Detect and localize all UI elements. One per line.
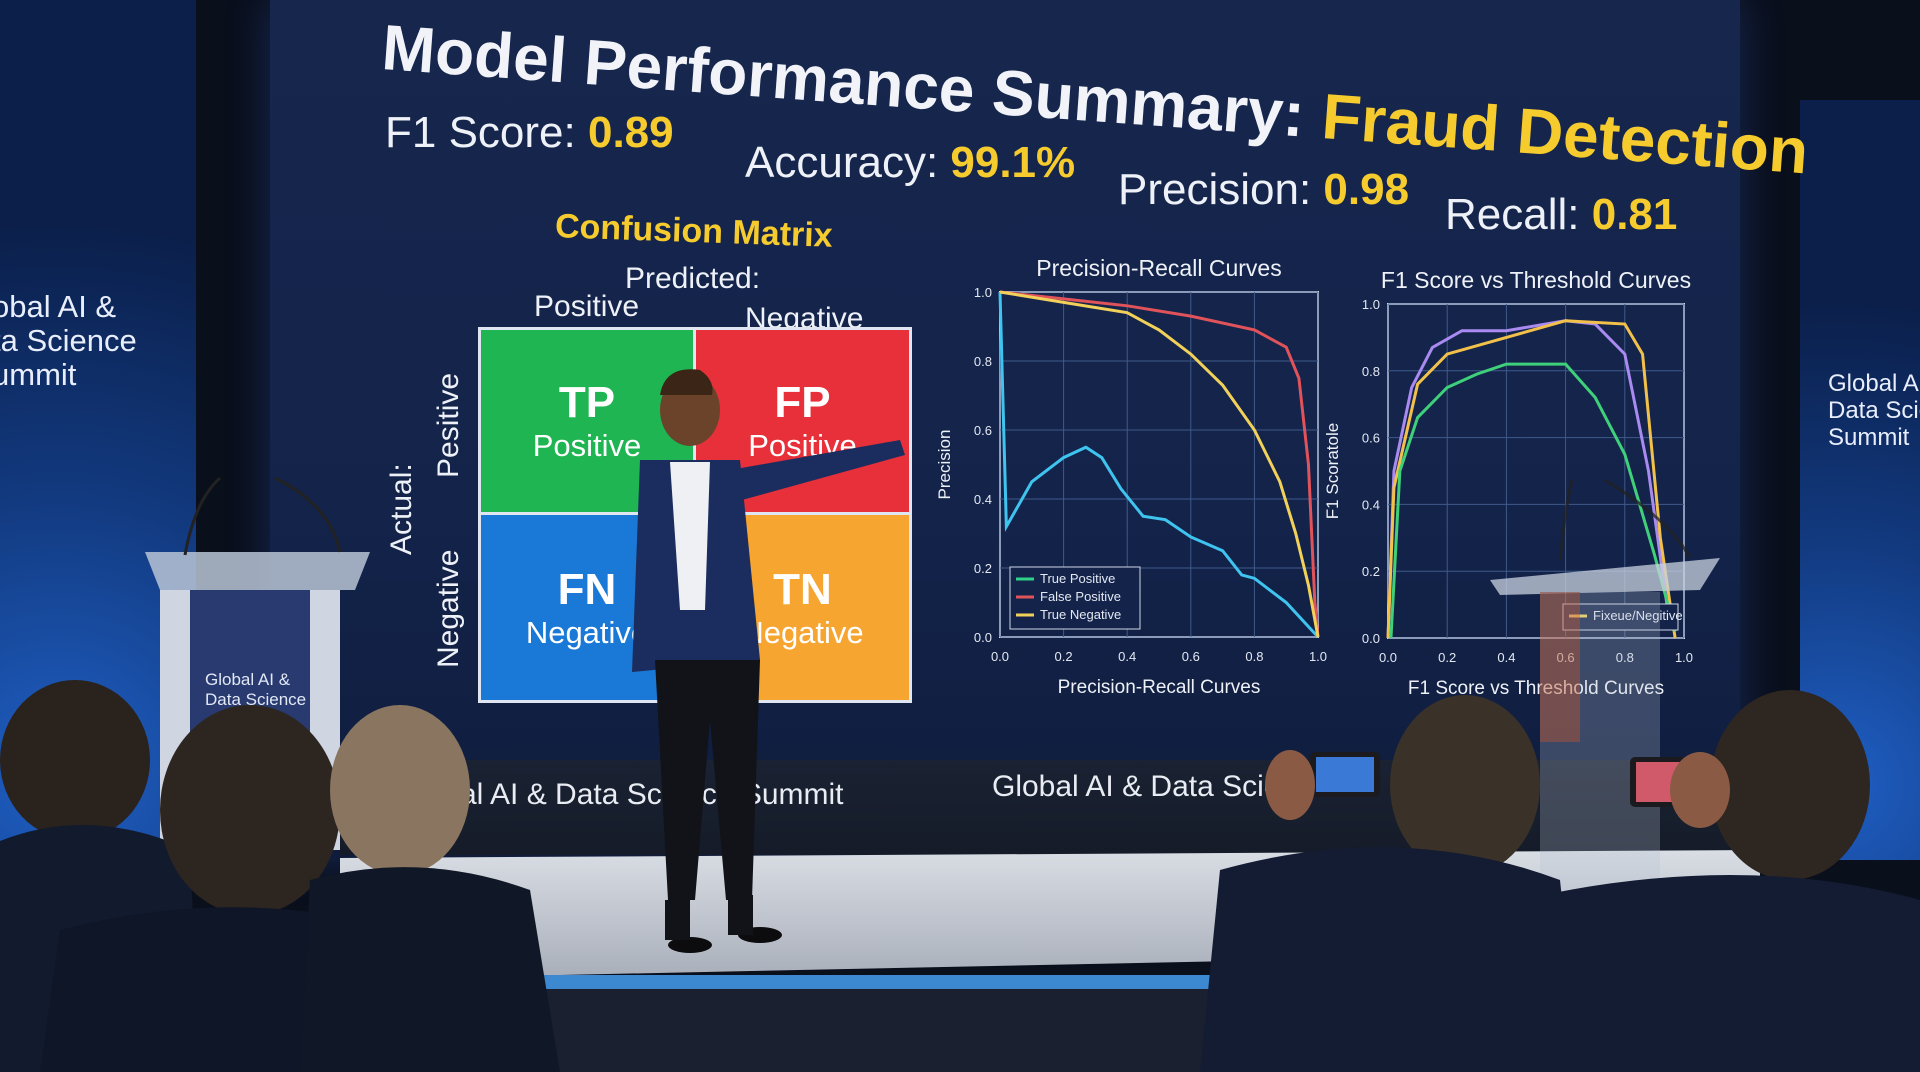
metric-precision: Precision: 0.98 (1118, 165, 1409, 215)
y-tick-label: 0.4 (1362, 497, 1380, 512)
series-line (1386, 319, 1671, 639)
metric-label: Recall: (1445, 190, 1592, 239)
cell-abbr: FP (774, 378, 831, 427)
podium-text: Global AI & (205, 670, 291, 689)
x-axis-label: F1 Score vs Threshold Curves (1408, 678, 1664, 699)
x-tick-label: 1.0 (1675, 650, 1693, 665)
cell-abbr: TN (773, 564, 832, 614)
x-tick-label: 0.0 (991, 649, 1009, 664)
series-line (999, 290, 1320, 638)
x-axis-label: Precision-Recall Curves (1058, 677, 1261, 698)
y-axis-label: Precision (935, 430, 954, 500)
chart-title: Precision-Recall Curves (1036, 255, 1281, 281)
y-tick-label: 0.2 (1362, 564, 1380, 579)
right-podium (1490, 478, 1720, 892)
series-line (1386, 319, 1677, 639)
y-tick-label: 1.0 (974, 285, 992, 300)
presenter (632, 369, 905, 953)
metric-value: 0.81 (1591, 190, 1678, 239)
x-tick-label: 0.8 (1616, 650, 1634, 665)
series-line (998, 291, 1320, 639)
x-tick-label: 0.6 (1557, 650, 1575, 665)
legend-entry: Fixeue/Negitive (1593, 608, 1683, 623)
metric-recall: Recall: 0.81 (1445, 190, 1677, 240)
x-tick-label: 0.2 (1438, 650, 1456, 665)
footer-left-text: al AI & Data Science Summit (460, 778, 844, 811)
x-tick-label: 0.6 (1182, 649, 1200, 664)
metric-accuracy: Accuracy: 99.1% (745, 138, 1075, 188)
metric-label: F1 Score: (385, 108, 588, 157)
side-text-line: ummit (0, 357, 77, 392)
cell-tp: TP Positive (481, 330, 693, 512)
x-tick-label: 0.4 (1118, 649, 1136, 664)
y-axis-label: F1 Scoratole (1323, 423, 1342, 519)
left-side-text: obal AI & ta Science ummit (0, 290, 137, 392)
right-side-text: Global AI & Data Scien Summit (1828, 370, 1920, 451)
metric-value: 0.98 (1323, 165, 1410, 214)
side-text-line: Summit (1828, 424, 1910, 451)
y-tick-label: 0.0 (974, 630, 992, 645)
y-tick-label: 1.0 (1362, 297, 1380, 312)
series-line (1389, 362, 1677, 639)
podium-text: Data Science (205, 690, 306, 709)
legend: True Positive False Positive True Negative (1009, 566, 1141, 630)
metric-label: Accuracy: (745, 138, 951, 187)
x-tick-label: 0.4 (1497, 650, 1515, 665)
chart-title: F1 Score vs Threshold Curves (1381, 267, 1691, 293)
cell-abbr: FN (557, 564, 617, 614)
legend-entry: False Positive (1040, 589, 1121, 604)
series-line (999, 290, 1320, 638)
y-tick-label: 0.8 (974, 354, 992, 369)
y-tick-label: 0.6 (974, 423, 992, 438)
chart-0: 0.0 0.2 0.4 0.6 0.8 1.0 0.0 0.2 0.4 0.6 0.8 1.0 Prec… (935, 255, 1327, 698)
cell-text: Negative (741, 614, 864, 650)
y-tick-label: 0.2 (974, 561, 992, 576)
y-tick-label: 0.6 (1362, 431, 1380, 446)
legend-entry: True Positive (1040, 571, 1115, 586)
predicted-positive-label: Positive (534, 290, 640, 323)
side-text-line: Global AI & (1828, 370, 1920, 397)
predicted-label: Predicted: (625, 262, 761, 295)
x-tick-label: 0.2 (1055, 649, 1073, 664)
metric-value: 0.89 (587, 108, 674, 157)
side-text-line: Data Scien (1828, 397, 1920, 424)
x-tick-label: 0.0 (1379, 650, 1397, 665)
cell-abbr: TP (558, 378, 616, 427)
y-tick-label: 0.0 (1362, 631, 1380, 646)
x-tick-label: 1.0 (1309, 649, 1327, 664)
audience (0, 680, 1920, 1072)
y-tick-label: 0.4 (974, 492, 992, 507)
side-text-line: ta Science (0, 323, 137, 358)
cell-text: Positive (532, 428, 642, 463)
metric-f1: F1 Score: 0.89 (385, 108, 674, 158)
metric-value: 99.1% (950, 138, 1076, 187)
legend-entry: True Negative (1040, 607, 1121, 622)
cell-text: Negative (525, 614, 649, 650)
metric-label: Precision: (1118, 165, 1324, 214)
legend: Fixeue/Negitive (1562, 603, 1683, 631)
side-text-line: obal AI & (0, 289, 117, 324)
x-tick-label: 0.8 (1245, 649, 1263, 664)
y-tick-label: 0.8 (1362, 364, 1380, 379)
